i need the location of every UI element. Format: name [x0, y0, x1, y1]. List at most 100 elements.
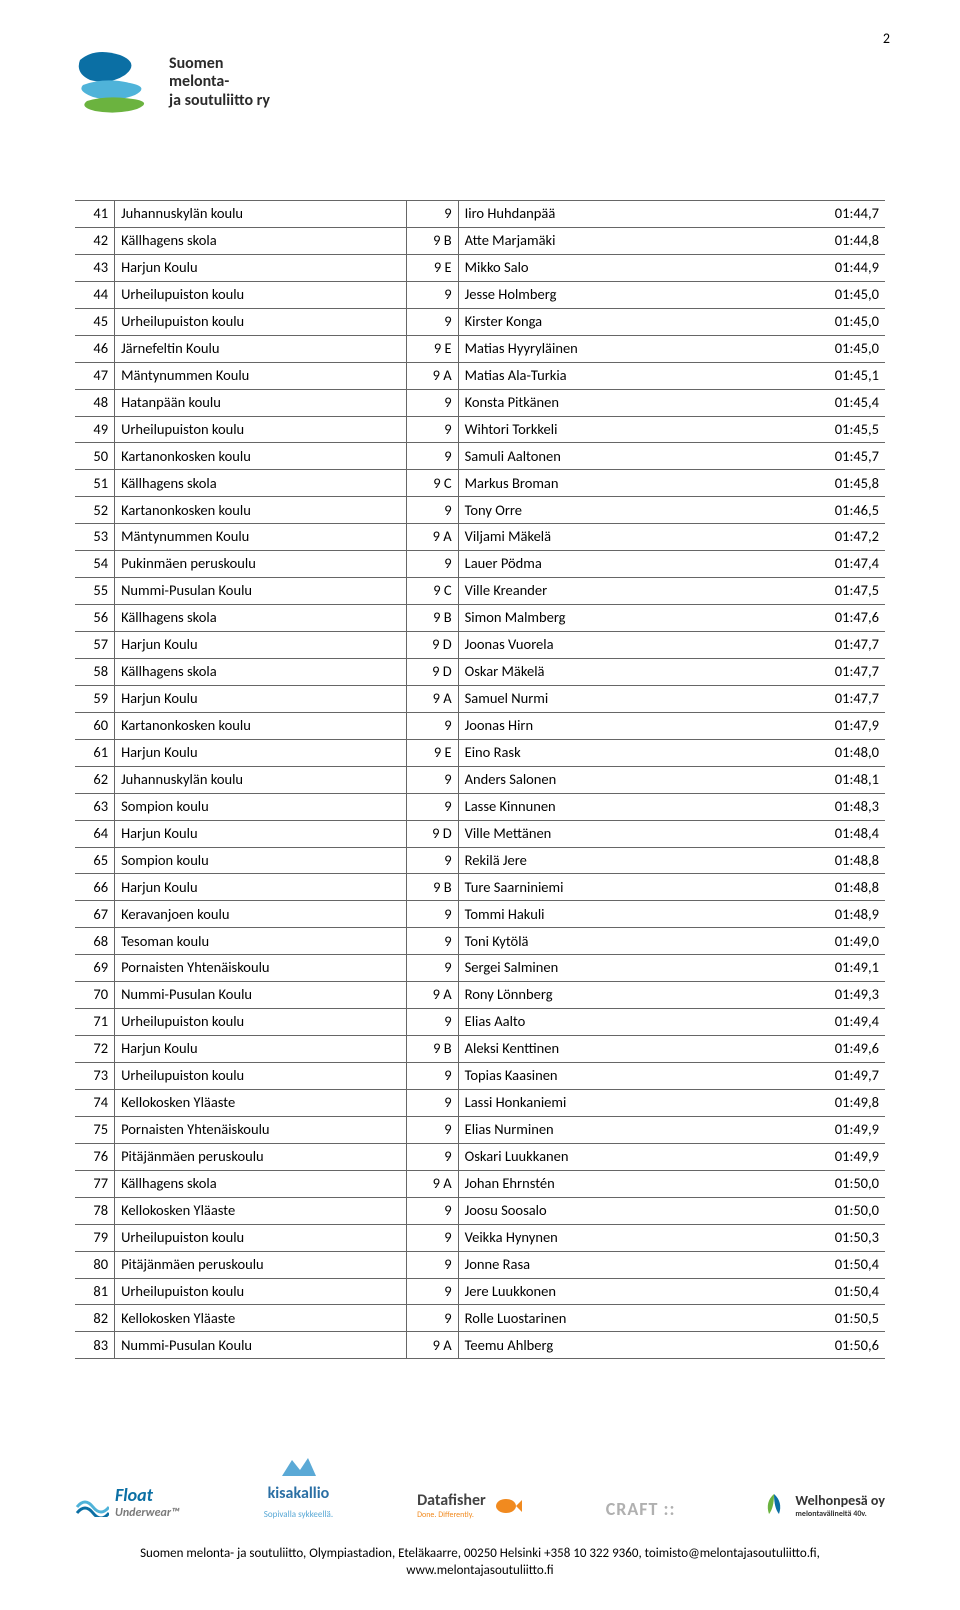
wave-icon	[75, 1487, 109, 1517]
school-cell: Pitäjänmäen peruskoulu	[115, 1251, 407, 1278]
grade-cell: 9	[406, 955, 458, 982]
rank-cell: 45	[75, 308, 115, 335]
grade-cell: 9 C	[406, 470, 458, 497]
grade-cell: 9	[406, 1089, 458, 1116]
grade-cell: 9 B	[406, 874, 458, 901]
name-cell: Elias Aalto	[458, 1009, 781, 1036]
table-row: 59Harjun Koulu9 ASamuel Nurmi01:47,7	[75, 685, 885, 712]
grade-cell: 9 D	[406, 658, 458, 685]
sponsor-data-sub: Done. Differently.	[417, 1510, 486, 1520]
school-cell: Harjun Koulu	[115, 254, 407, 281]
table-row: 48Hatanpään koulu9Konsta Pitkänen01:45,4	[75, 389, 885, 416]
rank-cell: 65	[75, 847, 115, 874]
grade-cell: 9	[406, 847, 458, 874]
time-cell: 01:45,5	[781, 416, 885, 443]
grade-cell: 9	[406, 201, 458, 228]
table-row: 52Kartanonkosken koulu9Tony Orre01:46,5	[75, 497, 885, 524]
rank-cell: 73	[75, 1063, 115, 1090]
rank-cell: 50	[75, 443, 115, 470]
table-row: 79Urheilupuiston koulu9Veikka Hynynen01:…	[75, 1224, 885, 1251]
name-cell: Joonas Vuorela	[458, 632, 781, 659]
time-cell: 01:50,0	[781, 1197, 885, 1224]
time-cell: 01:47,2	[781, 524, 885, 551]
rank-cell: 47	[75, 362, 115, 389]
rank-cell: 54	[75, 551, 115, 578]
time-cell: 01:48,8	[781, 847, 885, 874]
name-cell: Ville Kreander	[458, 578, 781, 605]
grade-cell: 9	[406, 389, 458, 416]
time-cell: 01:45,0	[781, 308, 885, 335]
rank-cell: 80	[75, 1251, 115, 1278]
results-table: 41Juhannuskylän koulu9Iiro Huhdanpää01:4…	[75, 200, 885, 1359]
school-cell: Källhagens skola	[115, 1170, 407, 1197]
grade-cell: 9 E	[406, 739, 458, 766]
table-row: 50Kartanonkosken koulu9Samuli Aaltonen01…	[75, 443, 885, 470]
time-cell: 01:47,7	[781, 658, 885, 685]
time-cell: 01:47,9	[781, 712, 885, 739]
school-cell: Harjun Koulu	[115, 820, 407, 847]
rank-cell: 78	[75, 1197, 115, 1224]
grade-cell: 9	[406, 712, 458, 739]
school-cell: Tesoman koulu	[115, 928, 407, 955]
rank-cell: 61	[75, 739, 115, 766]
table-row: 44Urheilupuiston koulu9Jesse Holmberg01:…	[75, 281, 885, 308]
grade-cell: 9	[406, 928, 458, 955]
time-cell: 01:47,7	[781, 632, 885, 659]
name-cell: Joosu Soosalo	[458, 1197, 781, 1224]
sponsors-row: Float Underwear™ kisakallio Sopivalla sy…	[75, 1450, 885, 1520]
name-cell: Sergei Salminen	[458, 955, 781, 982]
name-cell: Elias Nurminen	[458, 1116, 781, 1143]
grade-cell: 9	[406, 1224, 458, 1251]
grade-cell: 9	[406, 901, 458, 928]
school-cell: Urheilupuiston koulu	[115, 416, 407, 443]
table-row: 65Sompion koulu9Rekilä Jere01:48,8	[75, 847, 885, 874]
table-row: 83Nummi-Pusulan Koulu9 ATeemu Ahlberg01:…	[75, 1332, 885, 1359]
rank-cell: 67	[75, 901, 115, 928]
name-cell: Tony Orre	[458, 497, 781, 524]
grade-cell: 9 E	[406, 254, 458, 281]
table-row: 72Harjun Koulu9 BAleksi Kenttinen01:49,6	[75, 1036, 885, 1063]
table-row: 57Harjun Koulu9 DJoonas Vuorela01:47,7	[75, 632, 885, 659]
school-cell: Kartanonkosken koulu	[115, 443, 407, 470]
grade-cell: 9	[406, 497, 458, 524]
table-row: 53Mäntynummen Koulu9 AViljami Mäkelä01:4…	[75, 524, 885, 551]
grade-cell: 9 B	[406, 1036, 458, 1063]
table-row: 49Urheilupuiston koulu9Wihtori Torkkeli0…	[75, 416, 885, 443]
name-cell: Atte Marjamäki	[458, 227, 781, 254]
name-cell: Ture Saarniniemi	[458, 874, 781, 901]
rank-cell: 53	[75, 524, 115, 551]
grade-cell: 9	[406, 1251, 458, 1278]
name-cell: Lassi Honkaniemi	[458, 1089, 781, 1116]
footer-line1: Suomen melonta- ja soutuliitto, Olympias…	[0, 1546, 960, 1563]
school-cell: Kartanonkosken koulu	[115, 497, 407, 524]
footer-line2: www.melontajasoutuliitto.fi	[0, 1563, 960, 1580]
school-cell: Kellokosken Yläaste	[115, 1197, 407, 1224]
table-row: 70Nummi-Pusulan Koulu9 ARony Lönnberg01:…	[75, 982, 885, 1009]
rank-cell: 66	[75, 874, 115, 901]
time-cell: 01:47,6	[781, 605, 885, 632]
school-cell: Mäntynummen Koulu	[115, 524, 407, 551]
table-row: 55Nummi-Pusulan Koulu9 CVille Kreander01…	[75, 578, 885, 605]
name-cell: Wihtori Torkkeli	[458, 416, 781, 443]
grade-cell: 9 A	[406, 685, 458, 712]
name-cell: Oskar Mäkelä	[458, 658, 781, 685]
time-cell: 01:48,4	[781, 820, 885, 847]
name-cell: Eino Rask	[458, 739, 781, 766]
table-row: 69Pornaisten Yhtenäiskoulu9Sergei Salmin…	[75, 955, 885, 982]
rank-cell: 42	[75, 227, 115, 254]
time-cell: 01:45,8	[781, 470, 885, 497]
grade-cell: 9 E	[406, 335, 458, 362]
results-table-wrap: 41Juhannuskylän koulu9Iiro Huhdanpää01:4…	[75, 200, 885, 1359]
time-cell: 01:47,5	[781, 578, 885, 605]
name-cell: Jonne Rasa	[458, 1251, 781, 1278]
table-row: 61Harjun Koulu9 EEino Rask01:48,0	[75, 739, 885, 766]
school-cell: Sompion koulu	[115, 793, 407, 820]
time-cell: 01:49,8	[781, 1089, 885, 1116]
school-cell: Harjun Koulu	[115, 1036, 407, 1063]
table-row: 60Kartanonkosken koulu9Joonas Hirn01:47,…	[75, 712, 885, 739]
table-row: 81Urheilupuiston koulu9Jere Luukkonen01:…	[75, 1278, 885, 1305]
table-row: 54Pukinmäen peruskoulu9Lauer Pödma01:47,…	[75, 551, 885, 578]
rank-cell: 44	[75, 281, 115, 308]
table-row: 75Pornaisten Yhtenäiskoulu9Elias Nurmine…	[75, 1116, 885, 1143]
grade-cell: 9	[406, 281, 458, 308]
